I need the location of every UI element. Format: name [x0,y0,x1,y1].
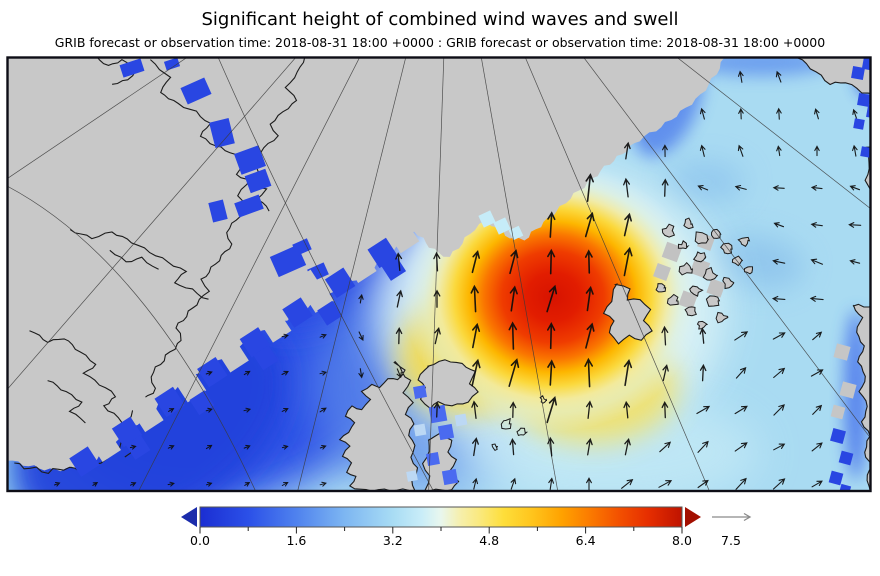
colorbar-gradient [199,506,683,528]
svalbard_w [338,360,419,491]
colorbar-left-cap [181,507,197,527]
corner_ne [796,57,871,94]
nz_strip [852,303,871,491]
grib-time-caption: GRIB forecast or observation time: 2018-… [54,35,826,50]
colorbar-tick-label: 1.6 [286,533,306,548]
kvitoya_group [602,283,653,345]
colorbar-tick-label: 3.2 [383,533,403,548]
grib-cells-layer [69,57,871,491]
colorbar-tick-label: 0.0 [190,533,210,548]
wave-arrows-layer [54,70,862,491]
colorbar-right-cap [685,507,701,527]
colorbar-tick-label: 6.4 [576,533,596,548]
chart-title: Significant height of combined wind wave… [201,9,679,30]
reference-arrow: 7.5 [712,512,752,548]
colorbar-tick-label: 4.8 [479,533,499,548]
colorbar: 0.0 1.6 3.2 4.8 6.4 8.0 7.5 [181,506,752,548]
edge_e [864,146,871,192]
map-frame [6,56,872,493]
colorbar-tick-label: 8.0 [672,533,692,548]
reference-arrow-label: 7.5 [721,533,741,548]
